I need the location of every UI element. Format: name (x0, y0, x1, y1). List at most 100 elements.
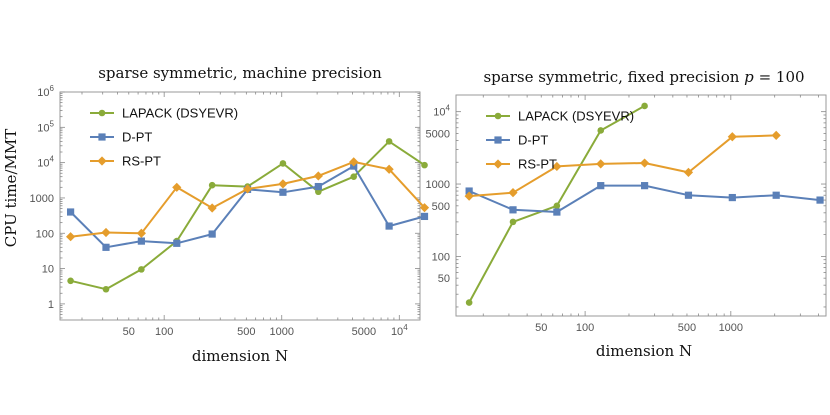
x-tick-label: 500 (678, 322, 696, 334)
chart-1-xlabel: dimension N (192, 347, 288, 365)
data-point-rspt (242, 184, 253, 194)
legend-label-dpt: D-PT (122, 130, 152, 145)
data-point-dpt (772, 191, 780, 199)
series-line-dpt (468, 184, 821, 213)
chart-2-plot: 50 100 500 1000 50 100 500 1000 5000 104 LAPACK (D… (426, 94, 827, 334)
data-point-dpt (279, 188, 287, 196)
data-point-rspt (508, 188, 518, 198)
legend-marker-dpt (494, 136, 502, 144)
data-point-dpt (137, 237, 145, 245)
legend-label-rspt: RS-PT (122, 154, 161, 169)
legend-label-lapack: LAPACK (DSYEVR) (518, 109, 634, 124)
legend-label-lapack: LAPACK (DSYEVR) (122, 106, 238, 121)
legend-marker-rspt (493, 159, 503, 169)
chart-2-title-prefix: sparse symmetric, fixed precision (483, 68, 739, 86)
data-point-dpt (816, 196, 824, 204)
data-point-rspt (683, 167, 694, 177)
chart-1-title: sparse symmetric, machine precision (98, 64, 382, 82)
chart-2-xlabel: dimension N (596, 342, 692, 360)
series-line-dpt (69, 165, 425, 249)
data-point-rspt (419, 203, 430, 213)
data-point-lapack (385, 138, 393, 145)
y-tick-label: 50 (438, 273, 450, 285)
data-point-rspt (596, 159, 606, 169)
data-point-dpt (553, 208, 561, 216)
x-tick-label: 104 (391, 323, 408, 338)
data-point-lapack (67, 277, 74, 285)
data-point-lapack (509, 218, 517, 226)
y-tick-label: 100 (36, 228, 54, 240)
x-tick-label: 5000 (352, 326, 376, 338)
y-tick-label: 1000 (426, 179, 450, 191)
data-point-dpt (208, 230, 216, 238)
data-point-lapack (208, 181, 216, 189)
data-point-lapack (597, 127, 605, 134)
data-point-rspt (727, 132, 737, 142)
data-point-rspt (552, 161, 562, 172)
data-point-dpt (420, 212, 429, 221)
legend-label-dpt: D-PT (518, 133, 548, 148)
data-point-rspt (384, 164, 394, 174)
data-point-rspt (464, 191, 474, 201)
series-line-rspt (70, 160, 426, 238)
y-tick-label: 104 (37, 155, 54, 170)
data-point-rspt (101, 227, 111, 238)
y-tick-label: 100 (432, 251, 450, 263)
x-tick-label: 100 (155, 326, 173, 338)
chart-1-plot: 50 100 500 1000 5000 104 1 10 100 1000 104 105 106 LA… (30, 84, 430, 338)
data-point-dpt (509, 206, 517, 214)
data-point-lapack (350, 173, 358, 180)
y-tick-label: 104 (433, 104, 450, 119)
y-tick-label: 5000 (426, 128, 450, 140)
y-tick-label: 500 (432, 201, 450, 213)
y-tick-label: 1000 (30, 193, 54, 205)
data-point-lapack (641, 102, 648, 110)
y-tick-label: 106 (37, 84, 54, 99)
data-point-rspt (278, 179, 288, 189)
x-tick-label: 500 (237, 326, 255, 338)
data-point-dpt (173, 239, 181, 247)
series-line-rspt (469, 134, 777, 198)
data-point-lapack (421, 161, 428, 169)
data-point-dpt (728, 193, 736, 202)
x-tick-label: 50 (123, 326, 135, 338)
data-point-rspt (313, 171, 323, 181)
data-point-rspt (136, 228, 146, 238)
data-point-dpt (314, 182, 322, 191)
data-point-rspt (349, 157, 359, 167)
data-point-dpt (465, 187, 473, 195)
data-point-rspt (639, 158, 650, 168)
data-point-lapack (102, 285, 110, 293)
data-point-lapack (553, 202, 561, 210)
y-tick-label: 1 (48, 299, 54, 311)
chart-2-title-suffix: = 100 (759, 68, 805, 86)
legend-marker-lapack (98, 109, 106, 117)
data-point-lapack (138, 266, 145, 273)
data-point-dpt (684, 191, 693, 199)
data-point-dpt (67, 208, 75, 216)
legend-marker-rspt (97, 156, 107, 166)
x-tick-label: 1000 (719, 322, 743, 334)
data-point-lapack (279, 160, 287, 167)
data-point-dpt (102, 243, 110, 251)
data-point-rspt (172, 182, 182, 192)
y-tick-label: 105 (37, 119, 54, 134)
x-tick-label: 100 (576, 322, 594, 334)
chart-2-title-var: p (744, 68, 754, 86)
data-point-rspt (207, 203, 217, 213)
data-point-dpt (597, 182, 605, 190)
chart-1-xlabel-text: dimension N (192, 347, 288, 365)
plot-frame (455, 94, 827, 317)
x-tick-label: 50 (535, 322, 547, 334)
data-point-lapack (465, 299, 473, 306)
chart-2-title: sparse symmetric, fixed precision p = 10… (483, 68, 804, 86)
legend-marker-lapack (494, 112, 502, 120)
x-tick-label: 1000 (269, 326, 293, 338)
y-axis-label: CPU time/MMT (2, 129, 20, 247)
y-tick-label: 10 (42, 264, 54, 276)
data-point-dpt (385, 222, 393, 230)
data-point-dpt (640, 182, 649, 190)
legend-marker-dpt (98, 133, 106, 141)
data-point-rspt (771, 130, 781, 140)
